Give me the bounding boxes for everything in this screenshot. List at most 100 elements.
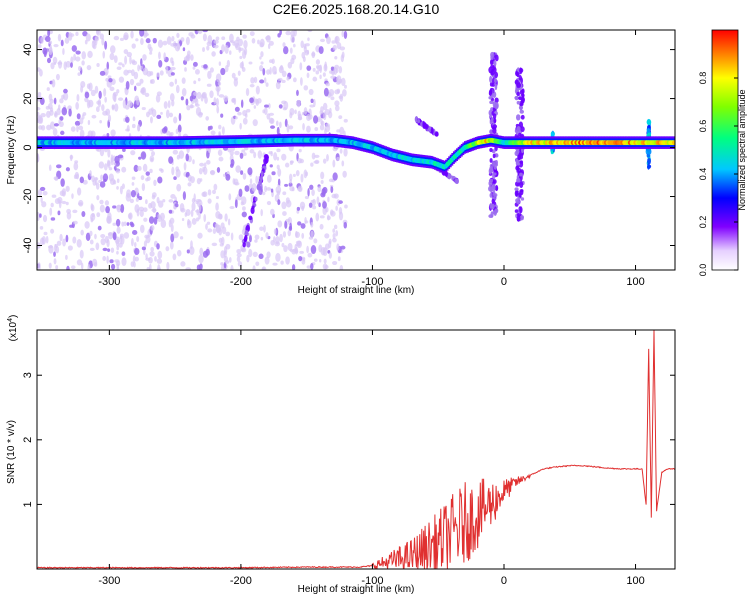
noise-point <box>157 200 164 208</box>
noise-point <box>48 93 53 101</box>
y-tick-label: 3 <box>22 372 34 378</box>
noise-point <box>284 220 288 229</box>
noise-point <box>37 107 41 111</box>
noise-point <box>96 212 101 218</box>
noise-point <box>81 51 87 60</box>
noise-point <box>310 263 314 270</box>
noise-point <box>276 156 280 161</box>
noise-point <box>65 185 70 192</box>
noise-point <box>239 122 242 130</box>
vertical-burst-1-mark <box>493 117 497 124</box>
noise-point <box>284 118 288 128</box>
vertical-burst-1-mark <box>489 129 494 135</box>
noise-point <box>277 199 281 206</box>
noise-point <box>55 73 60 81</box>
noise-point <box>50 228 55 234</box>
noise-point <box>151 194 156 200</box>
noise-point <box>142 54 147 61</box>
noise-point <box>129 55 132 65</box>
noise-point <box>145 235 151 244</box>
noise-point <box>225 243 231 250</box>
noise-point <box>276 164 280 170</box>
noise-point <box>249 97 254 104</box>
snr-frame <box>36 329 676 570</box>
vertical-burst-2-mark <box>520 114 525 120</box>
noise-point <box>139 209 144 218</box>
noise-point <box>86 83 91 90</box>
noise-point <box>324 264 329 269</box>
noise-point <box>189 246 195 255</box>
noise-point <box>259 38 265 48</box>
vertical-burst-2-mark <box>520 126 525 133</box>
noise-point <box>106 215 111 224</box>
noise-point <box>247 167 253 176</box>
noise-point <box>57 196 63 204</box>
noise-point <box>76 113 81 120</box>
noise-point <box>150 247 154 252</box>
noise-point <box>313 238 318 244</box>
noise-point <box>176 32 180 38</box>
noise-point <box>99 204 105 213</box>
noise-point <box>163 101 168 109</box>
noise-point <box>263 77 267 84</box>
noise-point <box>207 35 213 45</box>
noise-point <box>296 206 301 211</box>
noise-point <box>239 55 243 60</box>
noise-point <box>130 150 136 156</box>
noise-point <box>196 209 199 216</box>
noise-point <box>116 266 120 270</box>
noise-point <box>181 77 186 84</box>
colorbar-tick-label: 0.4 <box>698 168 708 181</box>
noise-point <box>302 257 306 262</box>
noise-point <box>116 178 120 184</box>
noise-point <box>282 107 287 111</box>
noise-point <box>275 120 279 126</box>
noise-point <box>332 228 336 233</box>
noise-point <box>101 104 105 112</box>
noise-point <box>335 80 341 85</box>
noise-point <box>185 153 189 162</box>
vertical-burst-1-mark <box>489 100 494 105</box>
noise-point <box>45 235 49 244</box>
noise-point <box>207 189 212 196</box>
vertical-burst-2-mark <box>518 75 522 81</box>
noise-point <box>220 250 226 259</box>
vertical-burst-1-mark <box>489 192 493 198</box>
vertical-burst-2-mark <box>516 177 521 183</box>
noise-point <box>94 233 97 240</box>
noise-point <box>279 121 282 129</box>
vertical-spike-mark <box>647 125 651 129</box>
noise-point <box>255 261 260 267</box>
noise-point <box>198 202 202 212</box>
noise-point <box>61 188 67 197</box>
noise-point <box>65 60 71 68</box>
noise-point <box>100 174 104 181</box>
noise-point <box>47 245 53 249</box>
noise-point <box>270 208 275 216</box>
noise-point <box>87 120 91 126</box>
noise-point <box>202 47 205 52</box>
noise-point <box>142 207 148 213</box>
noise-point <box>169 81 174 87</box>
noise-point <box>265 187 272 191</box>
noise-point <box>192 159 195 165</box>
noise-point <box>112 222 117 226</box>
noise-point <box>197 30 203 34</box>
noise-point <box>127 69 132 74</box>
noise-point <box>140 58 143 67</box>
noise-point <box>177 249 182 257</box>
noise-point <box>209 125 213 130</box>
noise-point <box>334 56 338 60</box>
vertical-burst-2-mark <box>520 197 525 201</box>
noise-point <box>293 30 297 37</box>
noise-point <box>163 52 166 61</box>
noise-point <box>122 148 126 153</box>
vertical-spike-mark <box>647 163 650 170</box>
noise-point <box>57 33 62 42</box>
noise-point <box>191 202 196 212</box>
vertical-burst-1-mark <box>489 75 493 83</box>
noise-point <box>255 175 259 184</box>
noise-point <box>146 267 151 270</box>
noise-point <box>58 119 62 125</box>
noise-point <box>203 162 207 169</box>
